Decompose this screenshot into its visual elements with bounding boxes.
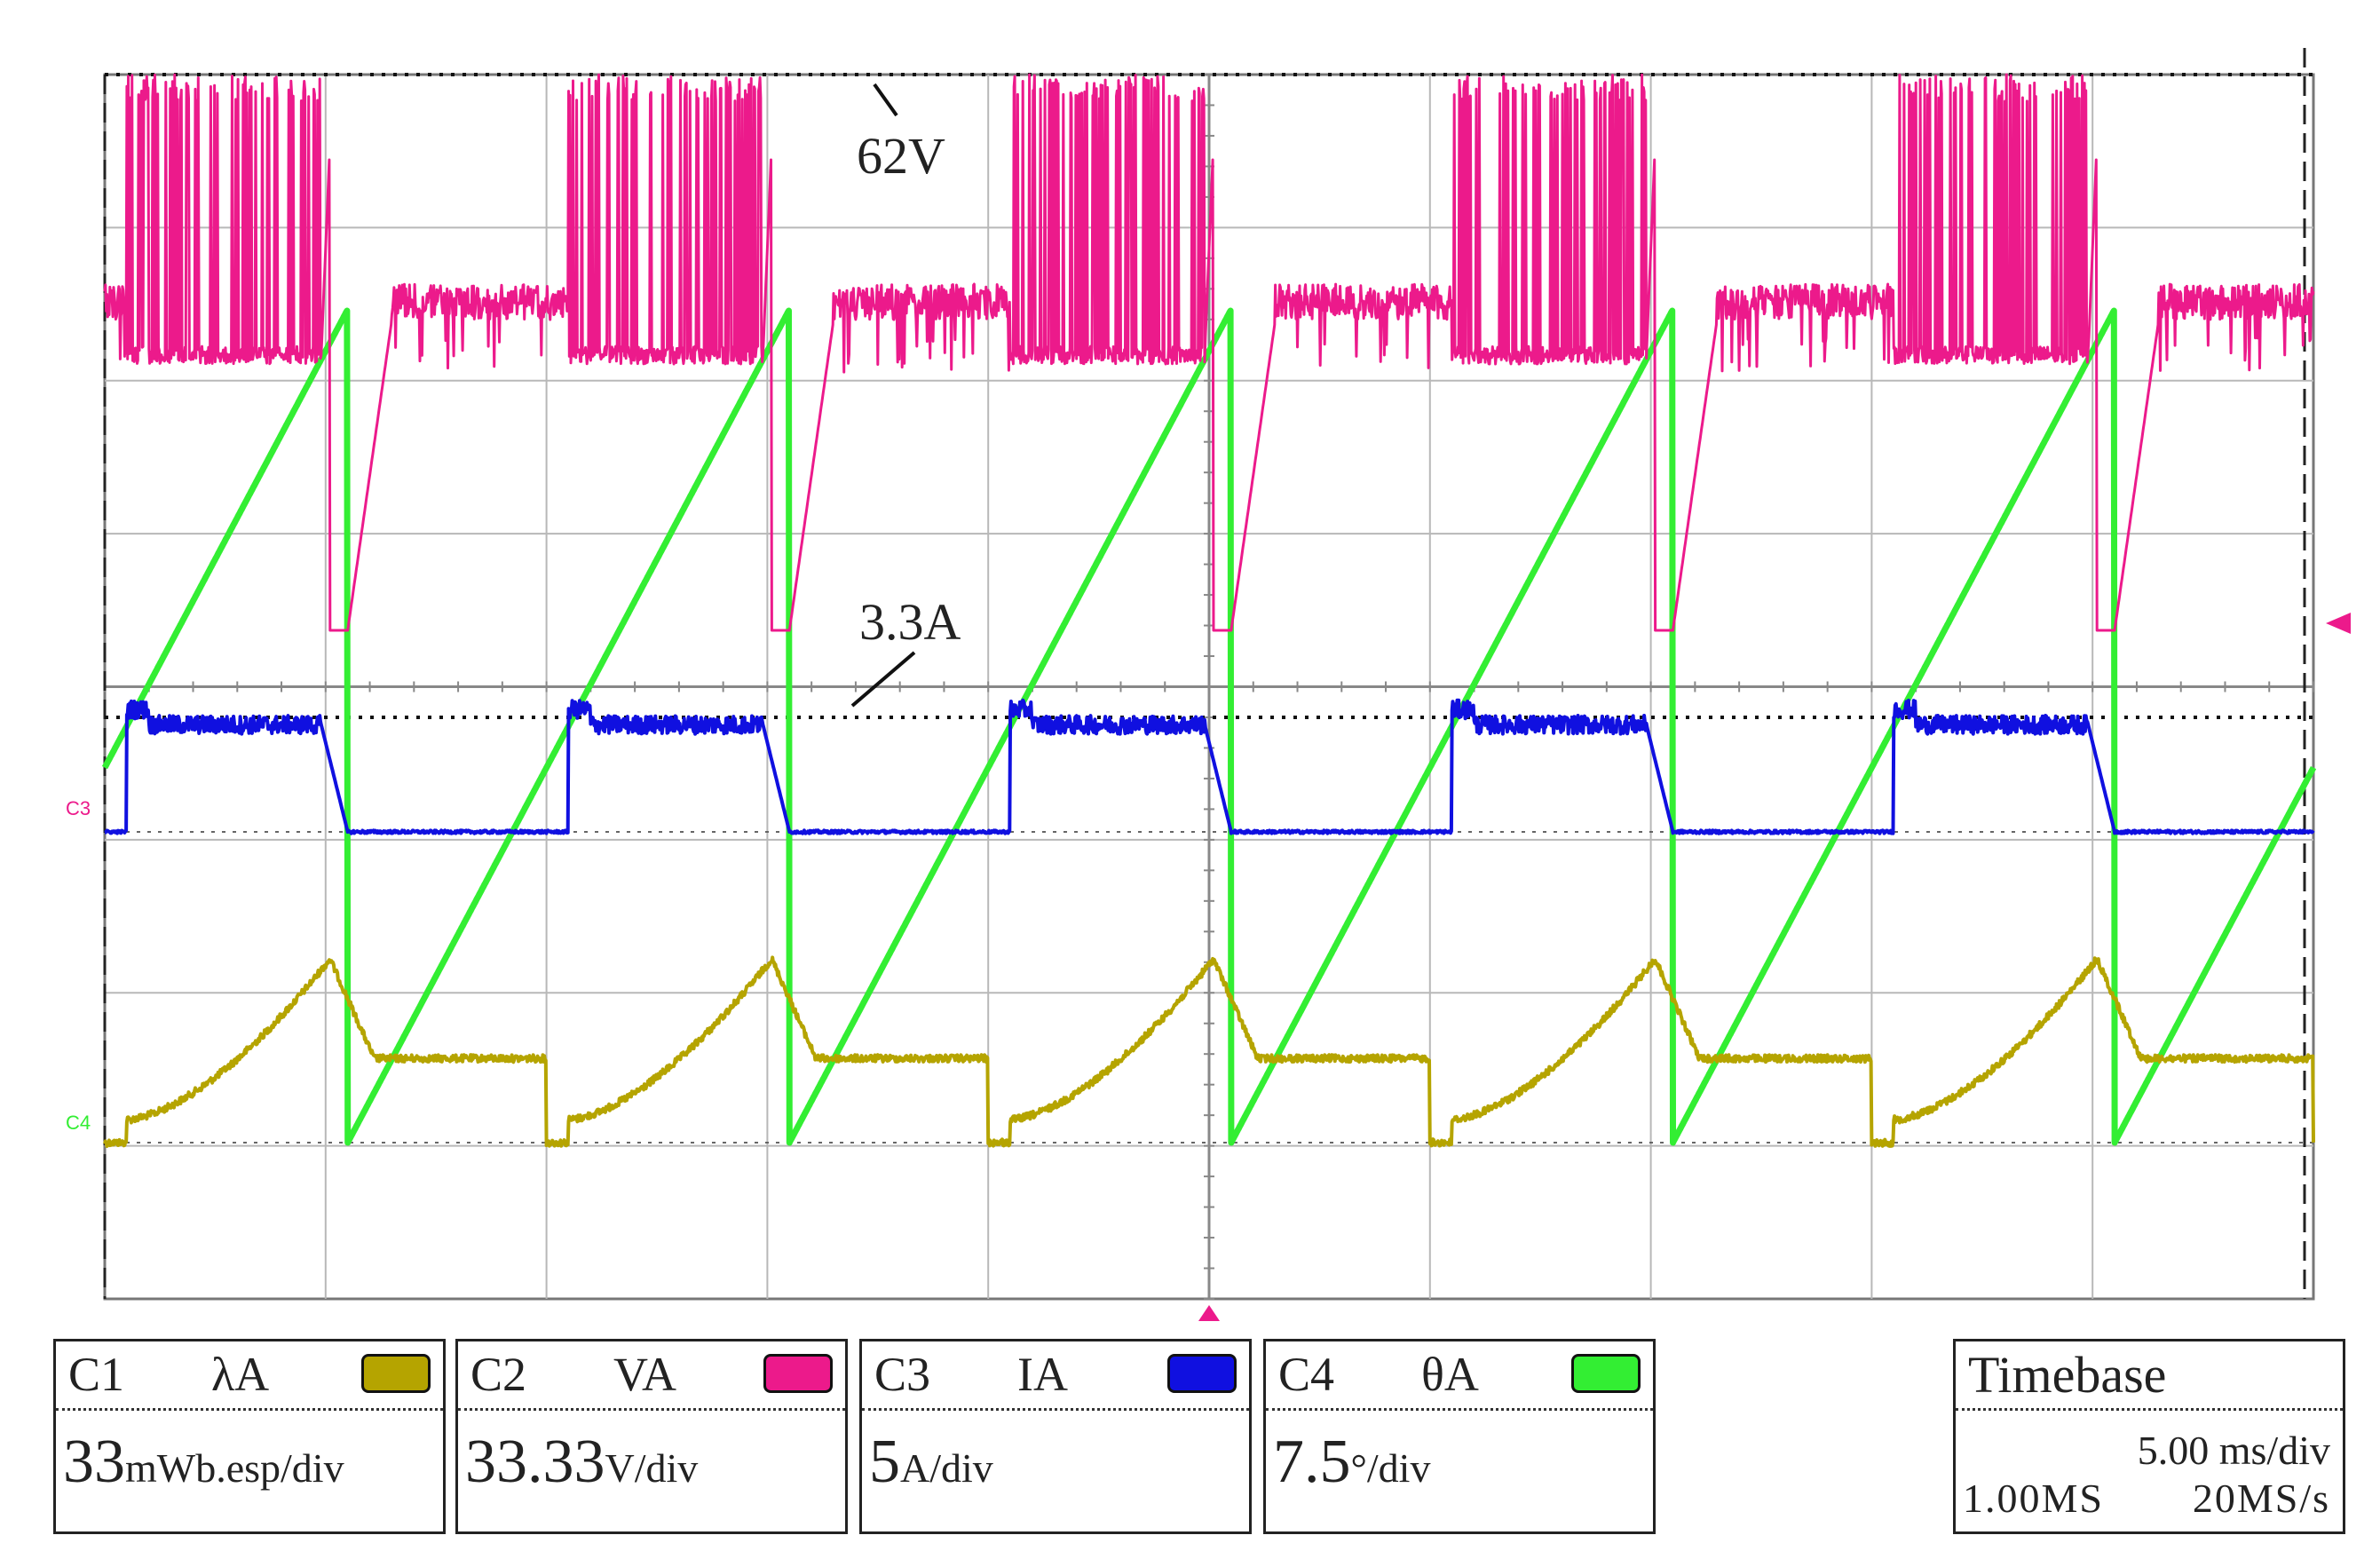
scale-unit: A/div [900,1445,993,1491]
scale-value: 7.5 [1273,1428,1351,1496]
channel-c4-label: C4 [66,1112,91,1134]
channel-c3-label: C3 [66,797,91,819]
trace-c3-current [103,698,2315,835]
trigger-level-marker [2326,613,2351,634]
channel-id: C2 [470,1348,527,1401]
timebase-per-div: 5.00 ms/div [2137,1428,2330,1473]
annotation-62v-arrow [873,83,898,117]
channel-panel-c4: C4 θA 7.5°/div [1263,1339,1656,1534]
timebase-title: Timebase [1968,1346,2167,1404]
channel-name: IA [1017,1348,1068,1401]
scale-unit: °/div [1350,1445,1431,1491]
channel-color-swatch [1167,1354,1237,1393]
channel-name: VA [613,1348,677,1401]
timebase-panel: Timebase 5.00 ms/div 1.00MS 20MS/s [1953,1339,2345,1534]
annotations: 62V 3.3A [850,83,961,708]
channel-id: C3 [874,1348,931,1401]
channel-color-swatch [763,1354,833,1393]
scale-value: 33 [63,1428,125,1496]
channel-id: C4 [1278,1348,1335,1401]
timebase-rate: 20MS/s [2192,1476,2330,1521]
scale-unit: mWb.esp/div [125,1445,344,1491]
channel-color-swatch [1571,1354,1641,1393]
channel-id: C1 [68,1348,125,1401]
channel-color-swatch [361,1354,431,1393]
annotation-3-3a: 3.3A [859,593,961,651]
trace-c4-theta [101,307,2317,1146]
channel-panel-c3: C3 IA 5A/div [859,1339,1252,1534]
trigger-position-marker [1198,1305,1220,1321]
traces [101,73,2317,1148]
scale-unit: V/div [605,1445,699,1491]
channel-panel-c1: C1 λA 33mWb.esp/div [53,1339,446,1534]
channel-name: θA [1421,1348,1479,1401]
timebase-samples: 1.00MS [1963,1476,2104,1521]
channel-panel-c2: C2 VA 33.33V/div [455,1339,848,1534]
scale-value: 33.33 [465,1428,605,1496]
markers: C3 C4 [66,613,2351,1321]
trace-c1-flux [103,955,2315,1148]
annotation-3-3a-arrow [850,651,916,708]
channel-name: λA [211,1348,270,1401]
trace-c2-voltage [103,73,2315,632]
annotation-62v: 62V [857,127,945,185]
scale-value: 5 [869,1428,900,1496]
